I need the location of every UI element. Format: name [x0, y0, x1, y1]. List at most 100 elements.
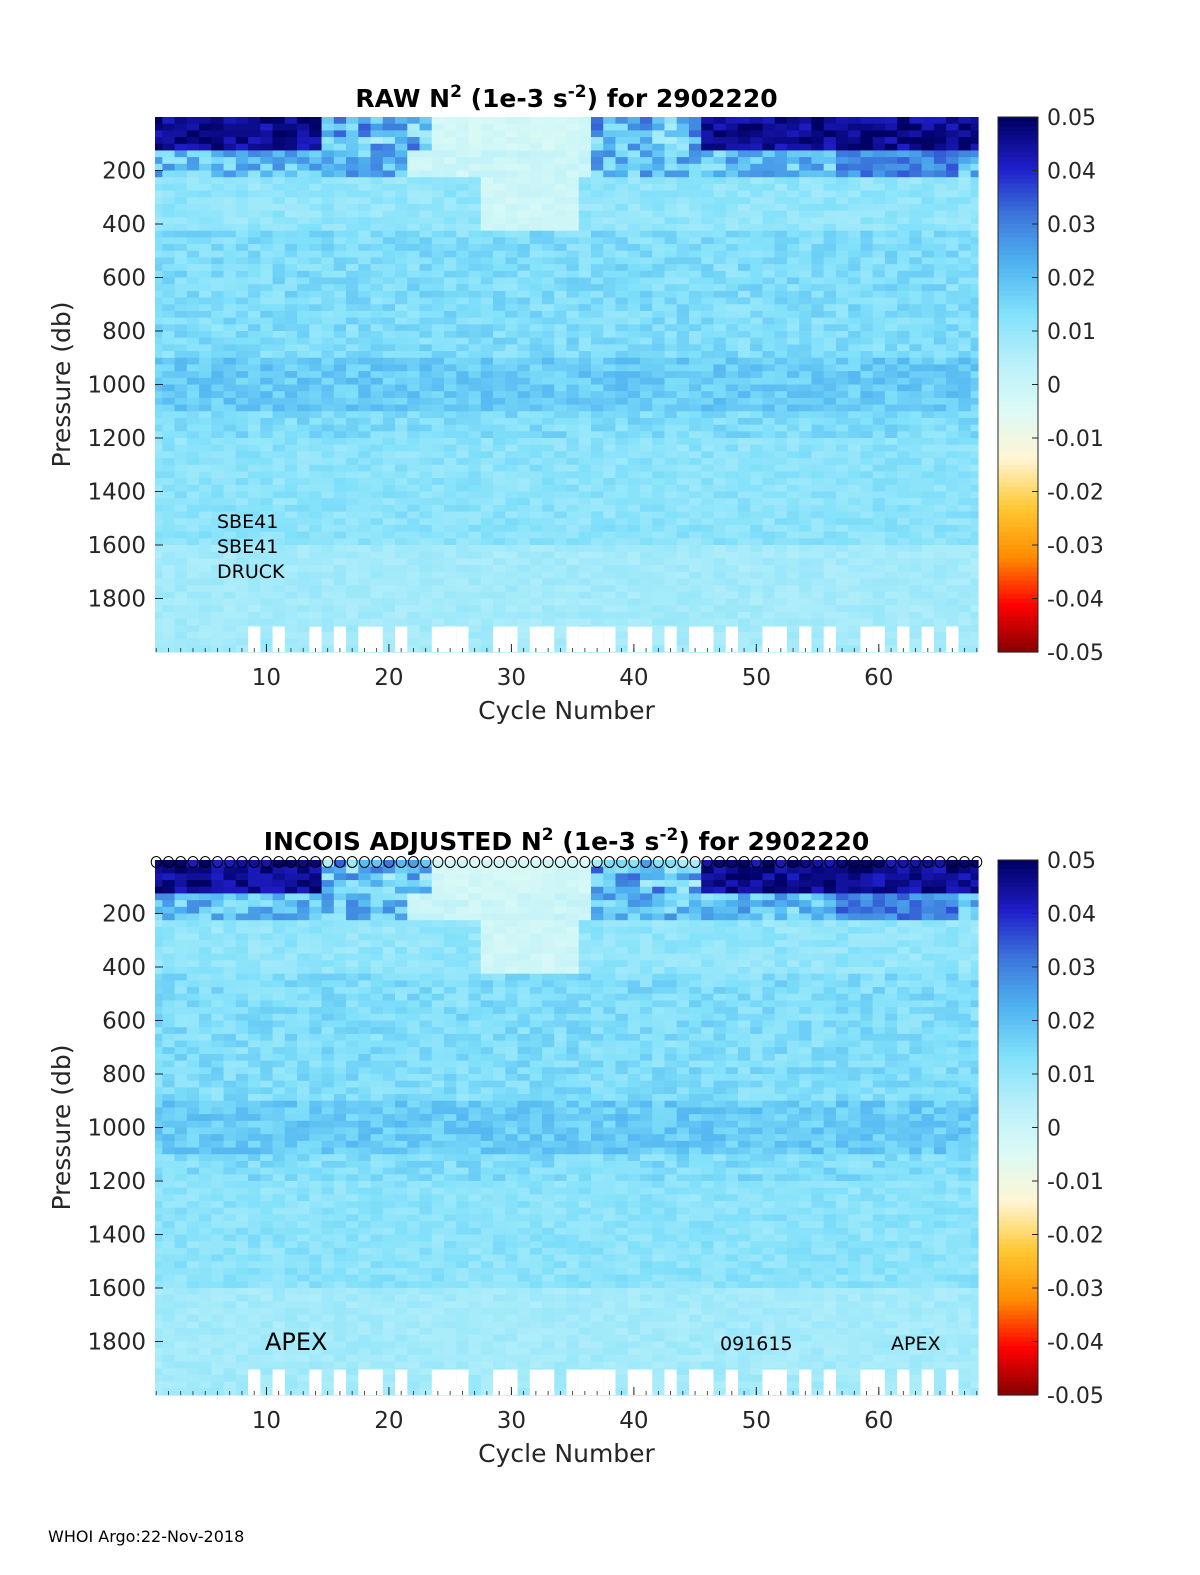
heatmap-cell: [554, 404, 568, 412]
heatmap-cell: [615, 417, 629, 426]
heatmap-cell: [750, 377, 764, 386]
heatmap-cell: [211, 277, 225, 285]
heatmap-cell: [174, 377, 188, 386]
heatmap-cell: [652, 524, 666, 533]
heatmap-cell: [897, 538, 911, 546]
heatmap-cell: [382, 524, 396, 533]
heatmap-cell: [199, 444, 212, 452]
heatmap-cell: [737, 451, 751, 459]
heatmap-cell: [627, 551, 641, 559]
heatmap-cell: [431, 163, 445, 172]
heatmap-cell: [382, 611, 396, 620]
heatmap-cell: [321, 618, 335, 626]
heatmap-cell: [468, 224, 482, 232]
heatmap-cell: [155, 498, 163, 506]
heatmap-cell: [529, 518, 543, 526]
heatmap-cell: [370, 277, 384, 285]
heatmap-cell: [786, 190, 800, 198]
heatmap-cell: [639, 344, 653, 352]
heatmap-cell: [848, 417, 862, 426]
heatmap-cell: [419, 317, 433, 325]
heatmap-cell: [664, 611, 678, 620]
heatmap-cell: [444, 177, 457, 185]
heatmap-cell: [566, 491, 580, 499]
heatmap-cell: [382, 170, 396, 178]
heatmap-cell: [407, 518, 421, 526]
heatmap-cell: [688, 270, 702, 279]
heatmap-cell: [578, 351, 592, 359]
heatmap-cell: [688, 264, 702, 272]
heatmap-cell: [346, 444, 359, 452]
heatmap-cell: [786, 591, 800, 600]
heatmap-cell: [835, 217, 849, 225]
heatmap-cell: [615, 524, 629, 533]
heatmap-cell: [493, 357, 506, 366]
heatmap-cell: [664, 364, 678, 372]
heatmap-cell: [333, 137, 347, 145]
heatmap-cell: [223, 491, 237, 499]
heatmap-cell: [235, 498, 249, 506]
heatmap-cell: [848, 585, 862, 593]
heatmap-cell: [505, 364, 519, 372]
heatmap-cell: [186, 177, 200, 185]
heatmap-cell: [235, 431, 249, 439]
heatmap-cell: [358, 297, 372, 305]
heatmap-cell: [860, 183, 874, 192]
heatmap-cell: [155, 591, 163, 600]
heatmap-cell: [835, 484, 849, 493]
heatmap-cell: [419, 264, 433, 272]
heatmap-cell: [223, 538, 237, 546]
heatmap-cell: [468, 625, 482, 633]
heatmap-cell: [174, 163, 188, 172]
heatmap-cell: [566, 331, 580, 339]
heatmap-cell: [297, 611, 310, 620]
heatmap-cell: [407, 511, 421, 519]
heatmap-cell: [395, 451, 408, 459]
heatmap-cell: [713, 143, 727, 152]
heatmap-cell: [737, 143, 751, 152]
heatmap-cell: [419, 163, 433, 172]
heatmap-cell: [297, 591, 310, 600]
heatmap-cell: [199, 217, 212, 225]
heatmap-cell: [272, 585, 286, 593]
heatmap-cell: [395, 484, 408, 493]
heatmap-cell: [186, 618, 200, 626]
heatmap-cell: [860, 351, 874, 359]
heatmap-cell: [774, 250, 788, 259]
heatmap-cell: [223, 371, 237, 379]
heatmap-cell: [284, 524, 298, 533]
heatmap-cell: [346, 130, 359, 138]
heatmap-cell: [713, 545, 727, 553]
heatmap-cell: [505, 471, 519, 479]
heatmap-cell: [358, 551, 372, 559]
heatmap-cell: [382, 424, 396, 432]
heatmap-cell: [260, 377, 274, 386]
heatmap-cell: [603, 504, 617, 513]
heatmap-cell: [762, 531, 776, 539]
heatmap-cell: [688, 471, 702, 479]
heatmap-cell: [186, 317, 200, 325]
heatmap-cell: [884, 484, 898, 493]
heatmap-cell: [750, 324, 764, 332]
heatmap-cell: [823, 210, 837, 218]
heatmap-cell: [811, 484, 825, 493]
heatmap-cell: [297, 478, 310, 486]
heatmap-cell: [701, 157, 715, 165]
heatmap-cell: [676, 324, 690, 332]
heatmap-cell: [737, 558, 751, 566]
heatmap-cell: [468, 163, 482, 172]
heatmap-cell: [284, 491, 298, 499]
heatmap-cell: [554, 337, 568, 345]
heatmap-cell: [468, 364, 482, 372]
heatmap-cell: [480, 431, 494, 439]
heatmap-cell: [835, 558, 849, 566]
heatmap-cell: [762, 137, 776, 145]
heatmap-cell: [223, 150, 237, 158]
heatmap-cell: [297, 270, 310, 279]
heatmap-cell: [713, 137, 727, 145]
heatmap-cell: [346, 605, 359, 613]
heatmap-cell: [884, 578, 898, 586]
heatmap-cell: [333, 504, 347, 513]
heatmap-cell: [652, 123, 666, 131]
heatmap-cell: [737, 638, 751, 646]
